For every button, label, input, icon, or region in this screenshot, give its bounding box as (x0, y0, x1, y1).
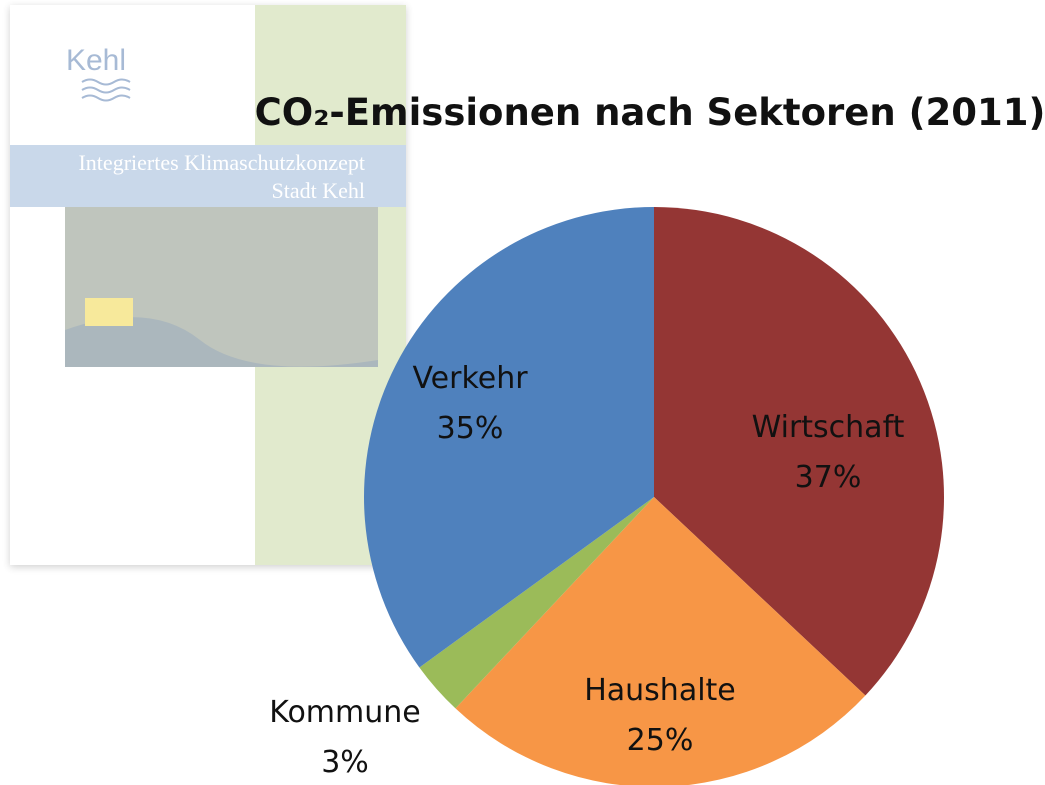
cover-logo: Kehl (66, 44, 126, 77)
pie-slice (654, 207, 944, 696)
slice-value-label: 3% (321, 745, 369, 780)
slice-value-label: 25% (627, 723, 694, 758)
cover-band (10, 145, 406, 207)
document-cover: Kehl Integriertes Klimaschutzkonzept Sta… (10, 5, 406, 565)
cover-logo-waves (81, 78, 131, 102)
cover-title: Integriertes Klimaschutzkonzept (78, 150, 365, 175)
slice-label: Wirtschaft (752, 410, 905, 445)
cover-sign (85, 298, 133, 326)
slice-value-label: 37% (795, 460, 862, 495)
slice-label: Verkehr (412, 361, 528, 396)
pie-slice (419, 497, 654, 709)
cover-subtitle: Stadt Kehl (272, 178, 366, 203)
slice-value-label: 35% (437, 411, 504, 446)
slice-label: Haushalte (584, 673, 736, 708)
pie (363, 206, 944, 785)
pie-slice (455, 497, 866, 785)
chart-title: CO₂-Emissionen nach Sektoren (2011) (255, 91, 1045, 134)
pie-slice (363, 206, 654, 668)
slice-label: Kommune (269, 695, 420, 730)
cover-river (65, 317, 378, 367)
